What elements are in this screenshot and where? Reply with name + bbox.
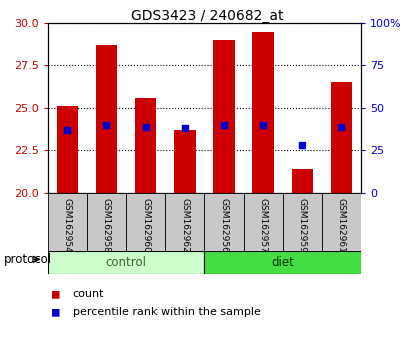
Text: protocol: protocol xyxy=(4,253,52,266)
Text: GSM162956: GSM162956 xyxy=(220,198,229,252)
Point xyxy=(338,124,345,130)
Bar xyxy=(126,193,165,251)
Text: control: control xyxy=(105,256,146,269)
Text: GSM162960: GSM162960 xyxy=(141,198,150,252)
Text: count: count xyxy=(73,289,104,299)
Bar xyxy=(135,98,156,193)
Bar xyxy=(205,251,361,274)
Bar xyxy=(48,193,87,251)
Text: percentile rank within the sample: percentile rank within the sample xyxy=(73,307,261,316)
Bar xyxy=(165,193,204,251)
Point xyxy=(221,122,227,128)
Text: GSM162961: GSM162961 xyxy=(337,198,346,252)
Point xyxy=(299,143,305,148)
Text: ■: ■ xyxy=(52,305,59,318)
Bar xyxy=(322,193,361,251)
Point xyxy=(260,122,266,128)
Text: diet: diet xyxy=(271,256,294,269)
Bar xyxy=(213,40,235,193)
Bar xyxy=(291,169,313,193)
Text: GSM162958: GSM162958 xyxy=(102,198,111,252)
Point xyxy=(103,122,110,128)
Text: GSM162959: GSM162959 xyxy=(298,198,307,252)
Bar xyxy=(87,193,126,251)
Bar xyxy=(174,130,195,193)
Bar xyxy=(48,251,205,274)
Text: GDS3423 / 240682_at: GDS3423 / 240682_at xyxy=(131,9,284,23)
Text: GSM162957: GSM162957 xyxy=(259,198,268,252)
Bar xyxy=(331,82,352,193)
Bar xyxy=(96,45,117,193)
Text: GSM162954: GSM162954 xyxy=(63,198,72,252)
Bar xyxy=(56,106,78,193)
Point xyxy=(64,127,71,133)
Bar xyxy=(205,193,244,251)
Point xyxy=(181,126,188,131)
Bar xyxy=(283,193,322,251)
Text: ■: ■ xyxy=(52,287,59,300)
Point xyxy=(142,124,149,130)
Bar xyxy=(244,193,283,251)
Text: GSM162962: GSM162962 xyxy=(180,198,189,252)
Bar xyxy=(252,32,274,193)
